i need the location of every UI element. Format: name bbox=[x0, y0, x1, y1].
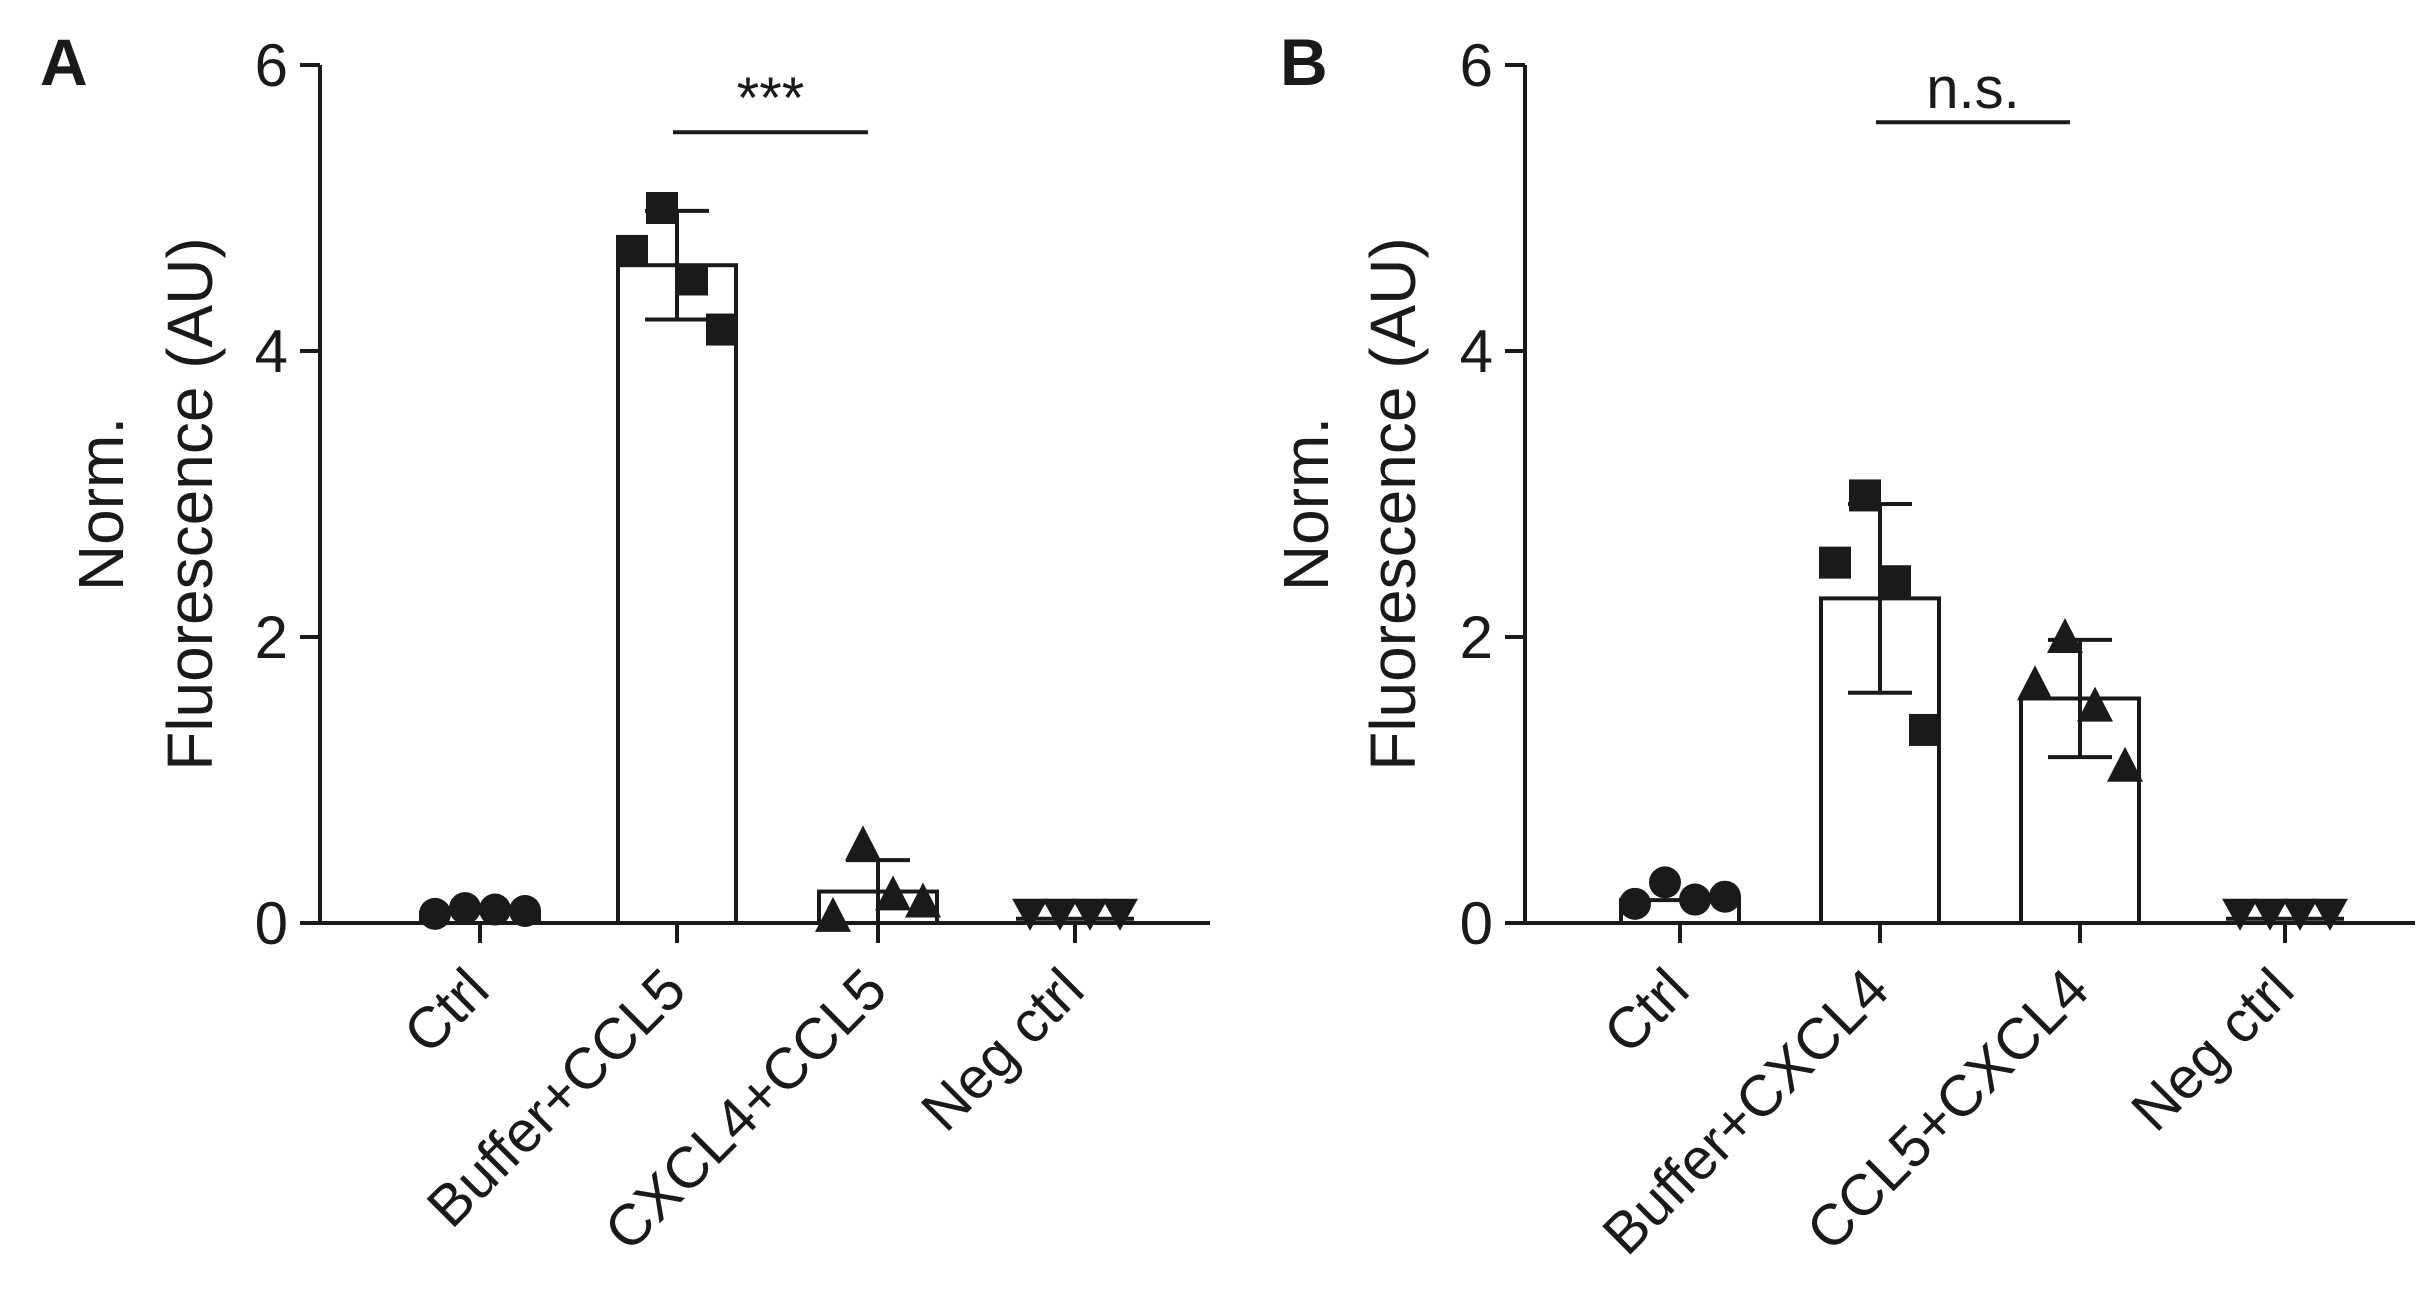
data-point bbox=[479, 893, 511, 926]
y-tick-label: 6 bbox=[1460, 32, 1493, 99]
data-point bbox=[875, 875, 911, 911]
data-point bbox=[646, 192, 678, 224]
data-point bbox=[2107, 746, 2143, 782]
data-point bbox=[905, 882, 941, 918]
data-point bbox=[1102, 898, 1138, 931]
data-point bbox=[449, 892, 481, 925]
data-point bbox=[2017, 665, 2053, 701]
data-point bbox=[2047, 618, 2083, 653]
data-point bbox=[676, 263, 708, 296]
data-point bbox=[1709, 880, 1741, 913]
data-point bbox=[419, 897, 451, 930]
data-point bbox=[2077, 686, 2113, 722]
significance-label: n.s. bbox=[1926, 56, 2020, 121]
y-axis-title-line2: Fluorescence (AU) bbox=[1357, 237, 1429, 771]
data-point bbox=[1649, 866, 1681, 899]
data-point bbox=[706, 313, 738, 346]
y-axis-title-line1: Norm. bbox=[65, 417, 137, 591]
data-point bbox=[2252, 898, 2288, 931]
data-point bbox=[509, 894, 541, 927]
data-point bbox=[1679, 883, 1711, 916]
x-category-label: Neg ctrl bbox=[2119, 956, 2306, 1143]
x-category-label: Ctrl bbox=[391, 956, 501, 1066]
y-tick-label: 0 bbox=[1460, 890, 1493, 957]
data-point bbox=[845, 825, 881, 861]
data-point bbox=[1072, 898, 1108, 931]
data-point bbox=[1619, 887, 1651, 920]
y-tick-label: 6 bbox=[255, 32, 288, 99]
significance-label: *** bbox=[737, 66, 805, 131]
y-tick-label: 0 bbox=[255, 890, 288, 957]
data-point bbox=[2222, 898, 2258, 931]
panel-letter: B bbox=[1280, 25, 1328, 99]
data-point bbox=[1849, 479, 1881, 512]
y-tick-label: 2 bbox=[1460, 604, 1493, 671]
data-point bbox=[1879, 565, 1911, 598]
data-point bbox=[1819, 546, 1851, 579]
y-tick-label: 4 bbox=[1460, 318, 1493, 385]
data-point bbox=[1909, 713, 1941, 746]
y-axis-title-line2: Fluorescence (AU) bbox=[154, 237, 226, 771]
panel-letter: A bbox=[40, 25, 88, 99]
data-point bbox=[2312, 898, 2348, 931]
y-axis-title-line1: Norm. bbox=[1270, 417, 1342, 591]
bar bbox=[616, 263, 738, 925]
data-point bbox=[2282, 898, 2318, 931]
data-point bbox=[815, 896, 851, 932]
x-category-label: Neg ctrl bbox=[909, 956, 1096, 1143]
data-point bbox=[616, 234, 648, 267]
y-tick-label: 4 bbox=[255, 318, 288, 385]
data-point bbox=[1012, 898, 1048, 931]
data-point bbox=[1042, 898, 1078, 931]
x-category-label: Ctrl bbox=[1591, 956, 1701, 1066]
y-tick-label: 2 bbox=[255, 604, 288, 671]
